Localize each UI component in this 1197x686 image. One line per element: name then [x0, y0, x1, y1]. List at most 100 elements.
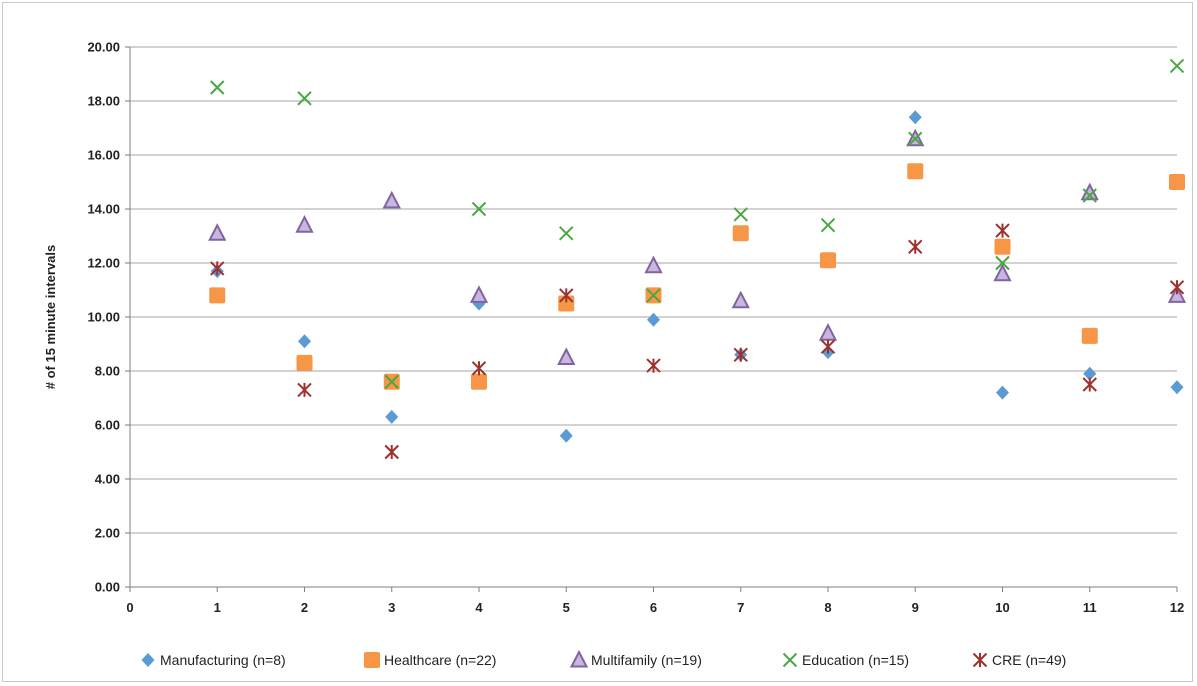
data-point	[908, 110, 922, 125]
data-point	[908, 239, 923, 255]
y-axis-label: # of 15 minute intervals	[43, 245, 58, 390]
data-point	[296, 354, 313, 371]
x-tick-label: 7	[737, 600, 744, 615]
data-point	[820, 339, 836, 354]
legend-label: Manufacturing (n=8)	[160, 652, 286, 668]
x-tick-label: 4	[475, 600, 483, 615]
data-point	[210, 261, 225, 276]
legend-marker	[364, 652, 380, 668]
data-point	[384, 374, 399, 390]
y-tick-label: 10.00	[87, 310, 120, 325]
x-tick-label: 8	[824, 600, 831, 615]
data-point	[995, 223, 1010, 238]
x-tick-labels: 0 1 2 3 4 5 6 7 8 9 10 11 12	[126, 600, 1184, 615]
x-tick-label: 11	[1083, 600, 1097, 615]
data-point	[471, 201, 487, 217]
x-tick-label: 6	[650, 600, 657, 615]
x-tick-label: 2	[301, 600, 308, 615]
data-point	[993, 263, 1012, 282]
data-point	[1170, 380, 1184, 395]
axes	[125, 46, 1178, 592]
data-point	[469, 285, 489, 303]
data-point	[733, 207, 748, 222]
data-point	[733, 347, 748, 363]
series-2	[208, 128, 1187, 365]
x-tick-label: 1	[214, 600, 221, 615]
legend-item: Manufacturing (n=8)	[141, 652, 286, 668]
legend-item: Healthcare (n=22)	[364, 652, 496, 668]
legend: Manufacturing (n=8) Healthcare (n=22) Mult…	[141, 649, 1066, 668]
y-tick-label: 18.00	[87, 94, 120, 109]
data-point	[646, 288, 661, 303]
data-point	[298, 334, 311, 349]
data-points	[208, 58, 1187, 460]
data-point	[994, 238, 1011, 255]
data-point	[908, 131, 923, 147]
data-point	[996, 385, 1009, 400]
series-1	[209, 163, 1185, 390]
data-point	[1169, 58, 1185, 74]
legend-label: Multifamily (n=19)	[591, 652, 702, 668]
data-point	[557, 347, 576, 365]
data-point	[1083, 366, 1097, 381]
data-point	[1080, 182, 1099, 201]
data-point	[820, 217, 836, 233]
y-tick-labels: 0.00 2.00 4.00 6.00 8.00 10.00 12.00 14.00 16.00…	[87, 40, 120, 595]
data-point	[210, 80, 225, 95]
y-tick-label: 0.00	[95, 580, 120, 595]
legend-item: Multifamily (n=19)	[569, 649, 702, 668]
data-point	[732, 225, 749, 242]
data-point	[471, 373, 487, 390]
y-tick-label: 20.00	[87, 40, 120, 55]
data-point	[1081, 327, 1098, 344]
data-point	[384, 444, 399, 460]
y-tick-label: 12.00	[87, 256, 120, 271]
legend-marker	[141, 653, 155, 667]
legend-label: CRE (n=49)	[992, 652, 1066, 668]
data-point	[644, 255, 663, 274]
y-tick-label: 14.00	[87, 202, 120, 217]
data-point	[1082, 377, 1097, 392]
series-0	[210, 110, 1184, 443]
data-point	[559, 428, 573, 443]
scatter-chart: 0.00 2.00 4.00 6.00 8.00 10.00 12.00 14.00 16.00…	[43, 40, 1187, 668]
data-point	[208, 223, 227, 241]
data-point	[1082, 188, 1097, 203]
data-point	[209, 287, 226, 304]
data-point	[1167, 285, 1187, 303]
x-tick-label: 12	[1170, 600, 1184, 615]
data-point	[731, 290, 750, 309]
data-point	[1169, 174, 1185, 190]
legend-marker	[782, 652, 798, 668]
x-tick-label: 3	[388, 600, 395, 615]
data-point	[295, 215, 314, 233]
data-point	[818, 323, 838, 341]
data-point	[995, 255, 1010, 271]
data-point	[907, 163, 924, 180]
legend-item: Education (n=15)	[782, 652, 909, 668]
data-point	[382, 190, 401, 209]
data-point	[559, 288, 574, 303]
legend-marker	[569, 649, 589, 668]
data-point	[559, 226, 574, 241]
legend-label: Healthcare (n=22)	[384, 652, 496, 668]
data-point	[471, 361, 487, 376]
legend-item: CRE (n=49)	[972, 652, 1066, 668]
y-tick-label: 16.00	[87, 148, 120, 163]
data-point	[646, 358, 661, 373]
series-3	[210, 58, 1185, 390]
x-tick-label: 5	[563, 600, 570, 615]
data-point	[647, 312, 660, 327]
data-point	[297, 91, 312, 106]
x-tick-label: 9	[912, 600, 919, 615]
legend-label: Education (n=15)	[802, 652, 909, 668]
data-point	[297, 382, 312, 398]
x-tick-label: 10	[995, 600, 1009, 615]
y-tick-label: 2.00	[95, 526, 120, 541]
series-4	[210, 223, 1185, 460]
y-tick-label: 4.00	[95, 472, 120, 487]
y-tick-label: 8.00	[95, 364, 120, 379]
y-tick-label: 6.00	[95, 418, 120, 433]
x-tick-label: 0	[126, 600, 133, 615]
